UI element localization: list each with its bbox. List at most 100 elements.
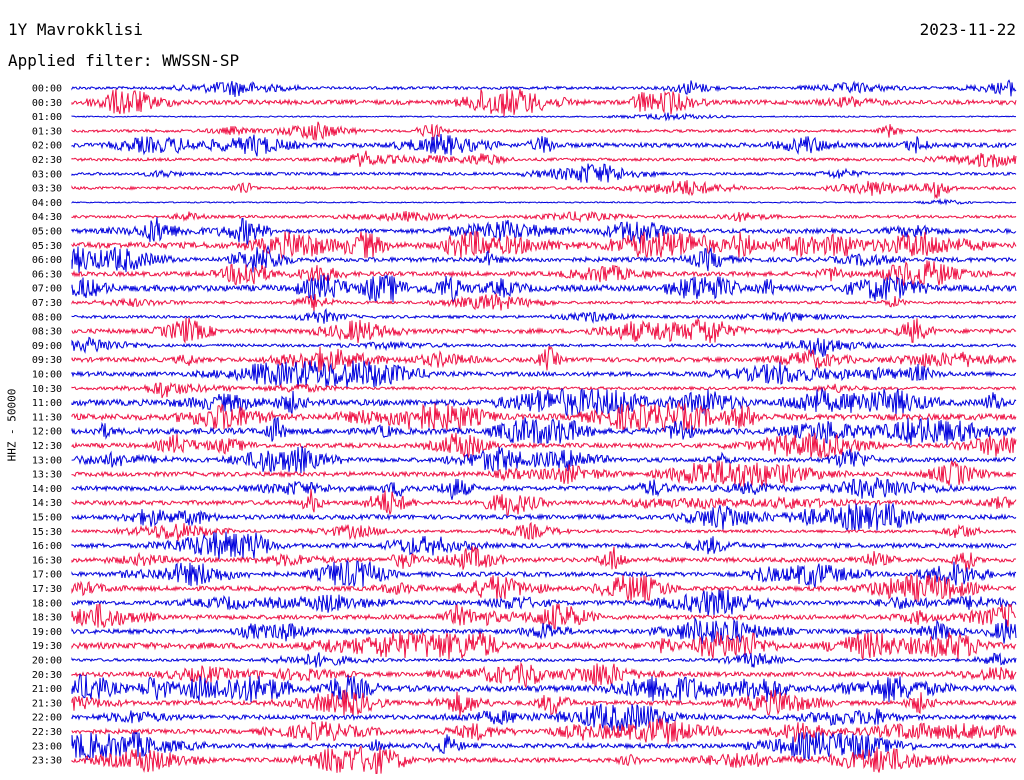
seismic-trace-row (71, 274, 1017, 303)
row-time-label: 17:00 (32, 570, 62, 581)
row-time-label: 09:00 (32, 341, 62, 352)
seismic-trace-row (71, 386, 1017, 418)
seismic-trace-row (71, 260, 1017, 288)
row-time-label: 05:30 (32, 241, 62, 252)
row-time-label: 16:30 (32, 555, 62, 566)
seismic-trace-row (71, 703, 1017, 732)
row-time-label: 02:30 (32, 155, 62, 166)
date-label: 2023-11-22 (919, 20, 1016, 39)
seismic-trace-row (71, 121, 1017, 141)
seismic-trace-row (71, 217, 1017, 245)
seismic-trace-row (71, 546, 1017, 572)
row-time-label: 10:00 (32, 370, 62, 381)
seismic-trace-row (71, 150, 1017, 168)
seismic-trace-row (71, 603, 1017, 630)
row-time-label: 19:00 (32, 627, 62, 638)
row-time-label: 03:00 (32, 169, 62, 180)
row-time-label: 10:30 (32, 384, 62, 395)
seismic-trace-row (71, 79, 1017, 98)
seismic-trace-row (71, 616, 1017, 646)
row-time-label: 18:30 (32, 613, 62, 624)
row-time-label: 23:00 (32, 741, 62, 752)
row-time-label: 08:30 (32, 327, 62, 338)
seismic-trace-row (71, 416, 1016, 446)
seismic-trace-row (71, 381, 1017, 399)
row-time-label: 05:00 (32, 227, 62, 238)
row-time-label: 19:30 (32, 641, 62, 652)
row-time-label: 20:00 (32, 656, 62, 667)
seismic-trace-row (71, 673, 1017, 703)
row-time-label: 15:30 (32, 527, 62, 538)
row-time-label: 09:30 (32, 355, 62, 366)
seismic-trace-row (71, 112, 1016, 122)
row-time-label: 15:00 (32, 513, 62, 524)
row-time-label: 22:30 (32, 727, 62, 738)
row-time-label: 06:30 (32, 269, 62, 280)
seismic-trace-row (71, 745, 1017, 775)
row-time-label: 13:00 (32, 455, 62, 466)
row-time-label: 00:00 (32, 84, 62, 95)
row-time-label: 18:00 (32, 598, 62, 609)
seismic-trace-row (71, 573, 1017, 603)
seismic-trace-row (71, 446, 1016, 474)
seismic-trace-row (71, 559, 1017, 588)
row-time-label: 23:30 (32, 756, 62, 767)
row-time-label: 17:30 (32, 584, 62, 595)
row-time-label: 07:00 (32, 284, 62, 295)
seismic-trace-row (71, 336, 1017, 357)
seismic-trace-row (71, 476, 1017, 500)
seismic-trace-row (71, 133, 1017, 157)
seismic-trace-row (71, 489, 1017, 517)
row-time-label: 20:30 (32, 670, 62, 681)
station-title: 1Y Mavrokklisi (8, 20, 143, 39)
seismic-trace-row (71, 531, 1017, 560)
seismic-trace-row (71, 88, 1017, 117)
seismic-trace-row (71, 630, 1017, 660)
row-time-label: 21:30 (32, 698, 62, 709)
seismic-trace-row (71, 731, 1017, 762)
seismic-trace-row (71, 308, 1017, 324)
seismic-trace-row (71, 432, 1017, 459)
row-time-label: 07:30 (32, 298, 62, 309)
row-time-label: 03:30 (32, 184, 62, 195)
row-time-label: 14:00 (32, 484, 62, 495)
seismic-trace-row (71, 689, 1017, 717)
seismic-trace-row (71, 360, 1017, 388)
row-time-label: 13:30 (32, 470, 62, 481)
seismic-trace-row (71, 244, 1017, 273)
seismic-trace-row (71, 180, 1017, 200)
row-time-label: 06:00 (32, 255, 62, 266)
seismic-trace-row (71, 211, 1017, 223)
seismic-trace-row (71, 652, 1017, 668)
row-time-label: 12:00 (32, 427, 62, 438)
row-time-label: 02:00 (32, 141, 62, 152)
seismic-trace-row (71, 317, 1017, 344)
row-time-label: 01:00 (32, 112, 62, 123)
seismic-trace-row (71, 198, 1017, 206)
row-time-label: 11:30 (32, 412, 62, 423)
seismic-trace-row (71, 589, 1017, 617)
seismic-trace-row (71, 293, 1017, 312)
row-time-label: 21:00 (32, 684, 62, 695)
seismic-trace-row (71, 661, 1017, 688)
row-time-label: 11:00 (32, 398, 62, 409)
row-time-label: 16:00 (32, 541, 62, 552)
filter-label: Applied filter: WWSSN-SP (8, 51, 240, 70)
row-time-label: 04:00 (32, 198, 62, 209)
seismic-trace-row (71, 346, 1017, 374)
seismic-trace-row (71, 460, 1017, 487)
row-time-label: 01:30 (32, 126, 62, 137)
row-time-label: 08:00 (32, 312, 62, 323)
row-time-label: 04:30 (32, 212, 62, 223)
row-time-label: 14:30 (32, 498, 62, 509)
seismic-trace-row (71, 501, 1017, 531)
seismic-trace-row (71, 400, 1017, 432)
row-time-label: 22:00 (32, 713, 62, 724)
row-time-label: 12:30 (32, 441, 62, 452)
seismic-trace-row (71, 163, 1017, 183)
row-time-label: 00:30 (32, 98, 62, 109)
seismic-trace-row (71, 521, 1017, 541)
seismic-trace-row (71, 718, 1017, 745)
seismic-trace-row (71, 230, 1017, 260)
